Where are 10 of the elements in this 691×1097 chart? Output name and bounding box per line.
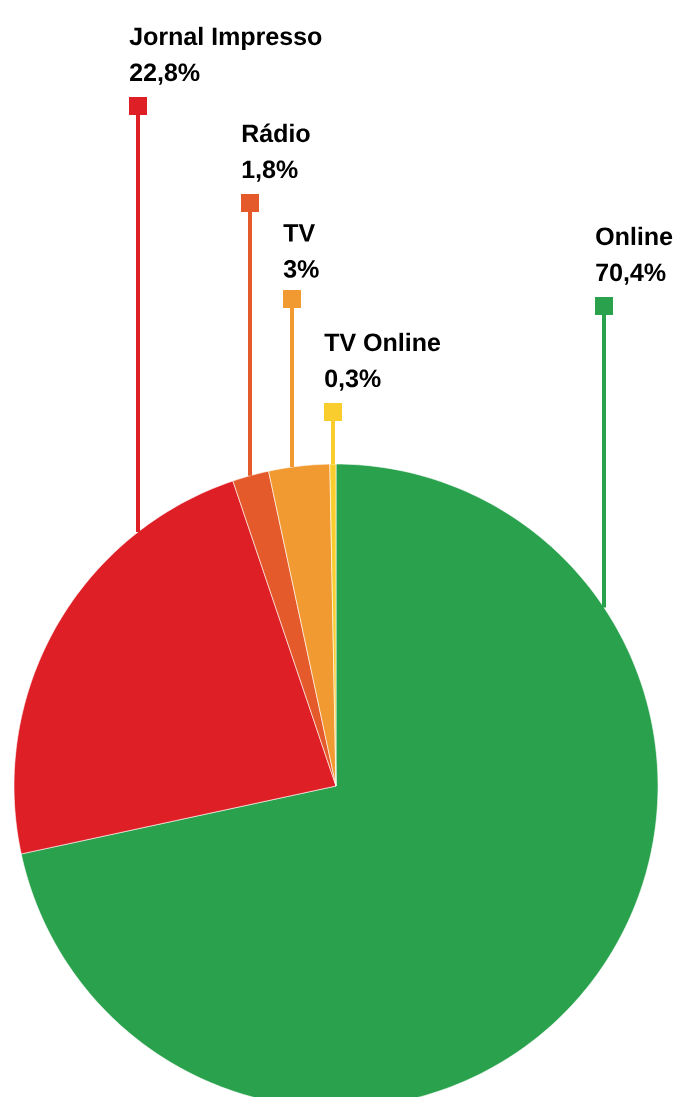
slice-label: TV Online: [324, 332, 441, 352]
data-label: 1,8%: [242, 160, 298, 182]
data-label: 22,8%: [130, 63, 200, 85]
slice-label: Rádio: [242, 123, 310, 143]
data-label: 0,3%: [325, 369, 381, 391]
slice-label: Jornal Impresso: [129, 26, 322, 51]
slice-label: TV: [283, 224, 315, 242]
data-label: 70,4%: [596, 263, 666, 285]
slice-label: Online: [596, 226, 673, 246]
data-label: 3%: [283, 260, 319, 278]
